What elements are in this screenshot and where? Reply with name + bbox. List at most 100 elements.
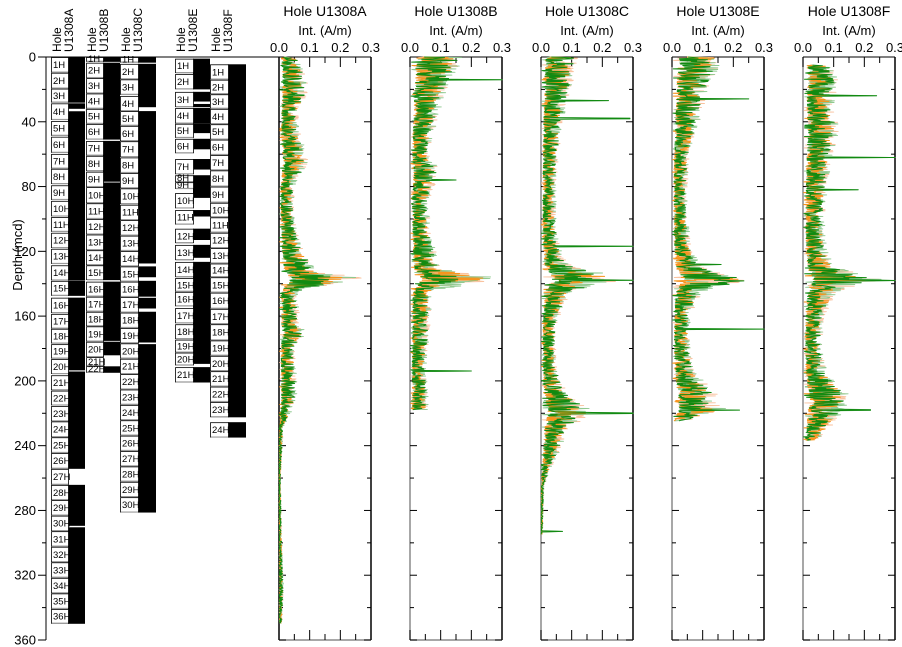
- panel-x-tick-label: 0.3: [362, 40, 380, 55]
- core-recovery-bar: [138, 297, 156, 309]
- core-recovery-bar: [193, 103, 210, 108]
- core-label: 22H: [122, 377, 140, 388]
- core-label: 1H: [53, 60, 65, 71]
- core-label: 18H: [122, 316, 140, 327]
- core-label: 18H: [53, 332, 71, 343]
- core-recovery-bar: [193, 261, 210, 364]
- core-label: 9H: [212, 190, 224, 201]
- core-label: 14H: [212, 266, 230, 277]
- depth-tick-label: 120: [14, 244, 36, 259]
- core-recovery-bar: [103, 62, 120, 140]
- depth-tick-label: 320: [14, 568, 36, 583]
- panel-x-tick-label: 0.1: [563, 40, 581, 55]
- core-recovery-bar: [103, 366, 120, 373]
- core-label: 7H: [122, 144, 134, 155]
- hole-header-line1: Hole: [209, 27, 223, 52]
- core-label: 21H: [122, 362, 140, 373]
- core-label: 29H: [122, 485, 140, 496]
- depth-tick-label: 240: [14, 438, 36, 453]
- log-panel-hole-u1308b: Hole U1308B Int. (A/m) 0.0 0.1 0.2 0.3: [401, 3, 511, 641]
- core-label: 3H: [53, 91, 65, 102]
- core-label: 2H: [53, 76, 65, 87]
- core-label: 24H: [212, 425, 230, 436]
- core-label: 7H: [212, 158, 224, 169]
- core-recovery-bar: [228, 422, 246, 438]
- core-label: 5H: [122, 114, 134, 125]
- core-label: 11H: [122, 208, 139, 219]
- panel-x-tick-label: 0.2: [855, 40, 873, 55]
- core-label: 24H: [53, 425, 71, 436]
- core-label: 20H: [177, 354, 195, 365]
- core-label: 9H: [88, 175, 100, 186]
- core-label: 9H: [53, 188, 65, 199]
- core-label: 8H: [212, 174, 224, 185]
- core-label: 13H: [177, 248, 195, 259]
- core-label: 10H: [53, 204, 71, 215]
- hole-header-line1: Hole: [50, 27, 64, 52]
- core-recovery-bar: [138, 344, 156, 513]
- core-label: 20H: [88, 345, 106, 356]
- panel-x-tick-label: 0.1: [432, 40, 450, 55]
- core-label: 22H: [212, 390, 230, 401]
- core-label: 27H: [53, 472, 71, 483]
- panel-x-tick-label: 0.3: [886, 40, 902, 55]
- core-label: 17H: [53, 317, 71, 328]
- core-label: 30H: [53, 519, 71, 530]
- core-label: 13H: [212, 251, 230, 262]
- core-recovery-bar: [193, 244, 210, 258]
- panel-x-axis-title: Int. (A/m): [822, 23, 875, 38]
- dark-green-trace: [278, 56, 331, 624]
- depth-tick-label: 40: [22, 114, 36, 129]
- core-label: 18H: [212, 328, 230, 339]
- hole-header-line2: U1308E: [186, 9, 200, 52]
- core-label: 19H: [177, 341, 195, 352]
- panel-title: Hole U1308A: [283, 3, 367, 19]
- log-panel-hole-u1308e: Hole U1308E Int. (A/m) 0.0 0.1 0.2 0.3: [663, 3, 773, 641]
- core-label: 1H: [177, 61, 189, 72]
- depth-tick-label: 0: [29, 50, 36, 65]
- core-recovery-bar: [193, 123, 210, 134]
- core-recovery-bar: [193, 367, 210, 383]
- core-label: 25H: [122, 423, 140, 434]
- core-label: 10H: [122, 192, 140, 203]
- core-label: 22H: [88, 364, 106, 375]
- dark-green-trace: [803, 64, 896, 441]
- core-label: 5H: [177, 126, 189, 137]
- core-label: 16H: [88, 284, 106, 295]
- core-label: 4H: [88, 96, 100, 107]
- panel-x-axis-title: Int. (A/m): [298, 23, 351, 38]
- core-label: 19H: [122, 331, 140, 342]
- core-label: 10H: [177, 196, 195, 207]
- core-recovery-bar: [68, 484, 85, 526]
- core-label: 19H: [53, 347, 71, 358]
- core-label: 21H: [212, 374, 230, 385]
- panel-x-tick-label: 0.3: [755, 40, 773, 55]
- core-recovery-bar: [138, 63, 156, 108]
- core-label: 12H: [88, 222, 106, 233]
- core-label: 1H: [88, 54, 100, 65]
- core-label: 9H: [177, 180, 189, 191]
- core-label: 23H: [212, 405, 230, 416]
- panel-x-axis-title: Int. (A/m): [691, 23, 744, 38]
- core-label: 21H: [177, 370, 195, 381]
- core-label: 23H: [53, 409, 71, 420]
- core-recovery-bar: [68, 297, 85, 371]
- core-label: 17H: [88, 300, 106, 311]
- core-recovery-bar: [68, 57, 85, 103]
- panel-x-tick-label: 0.0: [532, 40, 550, 55]
- core-label: 11H: [177, 213, 194, 224]
- core-label: 15H: [122, 269, 140, 280]
- core-label: 6H: [212, 143, 224, 154]
- core-label: 18H: [177, 327, 195, 338]
- depth-tick-label: 360: [14, 633, 36, 647]
- depth-axis: 0 40 80 120 160 200 240 280 320 360: [14, 50, 47, 647]
- core-label: 16H: [212, 296, 230, 307]
- core-label: 6H: [88, 127, 100, 138]
- core-label: 7H: [53, 157, 65, 168]
- core-label: 3H: [122, 82, 134, 93]
- core-label: 8H: [122, 161, 134, 172]
- core-label: 2H: [177, 77, 189, 88]
- core-label: 14H: [122, 254, 140, 265]
